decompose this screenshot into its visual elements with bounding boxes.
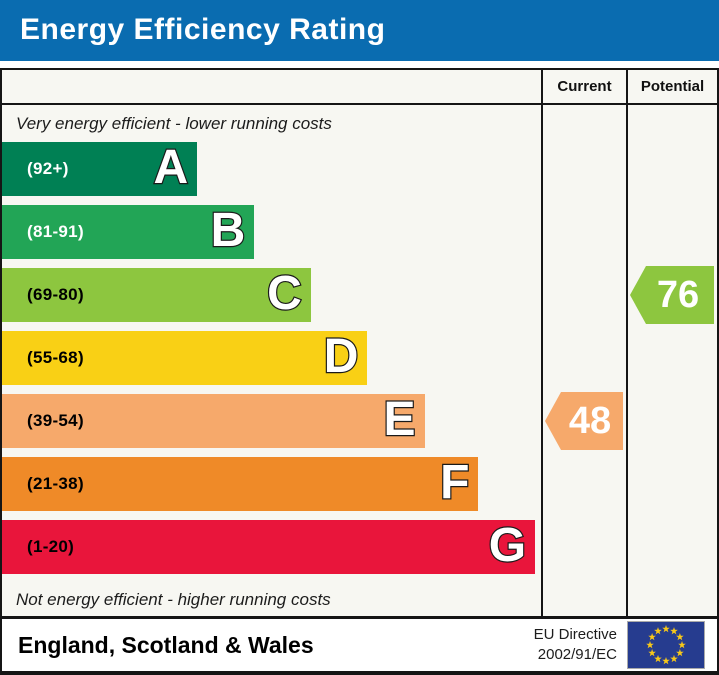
page-title: Energy Efficiency Rating (0, 0, 719, 61)
current-rating-cell: 48 (543, 105, 626, 616)
band-rows: (92+) A (81-91) B (69-80) C (55-68) D (3… (2, 142, 541, 583)
band-letter: C (266, 266, 303, 320)
band-range-label: (92+) (27, 159, 69, 178)
band-bar: (39-54) E (2, 394, 425, 448)
eu-directive-line2: 2002/91/EC (537, 646, 617, 663)
band-bar: (81-91) B (2, 203, 255, 259)
footer-region-label: England, Scotland & Wales (18, 631, 314, 658)
bottom-note: Not energy efficient - higher running co… (16, 589, 331, 609)
band-bar: (1-20) G (2, 518, 536, 574)
current-column-header: Current (543, 70, 626, 105)
eu-directive-label: EU Directive 2002/91/EC (534, 625, 617, 666)
band-range-label: (69-80) (27, 285, 84, 304)
current-rating-arrow: 48 (545, 392, 623, 450)
band-row: (81-91) B (2, 205, 541, 268)
band-row: (1-20) G (2, 520, 541, 583)
band-range-label: (39-54) (27, 411, 84, 430)
band-range-label: (55-68) (27, 348, 84, 367)
band-letter: D (323, 329, 360, 383)
band-row: (39-54) E (2, 394, 541, 457)
band-chart-column: Very energy efficient - lower running co… (2, 70, 543, 616)
potential-rating-cell: 76 (628, 105, 717, 616)
band-bar: (69-80) C (2, 268, 311, 322)
current-column: Current 48 (543, 70, 628, 616)
band-letter: B (209, 203, 246, 257)
potential-rating-arrow: 76 (630, 266, 714, 324)
footer: England, Scotland & Wales EU Directive 2… (0, 616, 719, 675)
current-rating-value: 48 (568, 399, 612, 442)
potential-column-header: Potential (628, 70, 717, 105)
band-row: (92+) A (2, 142, 541, 205)
band-range-label: (81-91) (27, 222, 84, 241)
chart-body: Very energy efficient - lower running co… (2, 105, 541, 616)
band-bar: (21-38) F (2, 455, 479, 511)
band-range-label: (21-38) (27, 474, 84, 493)
eu-flag-icon (627, 621, 705, 669)
band-letter: F (439, 455, 471, 509)
band-row: (55-68) D (2, 331, 541, 394)
potential-rating-value: 76 (656, 273, 700, 316)
band-letter: A (152, 140, 189, 194)
title-gap (0, 61, 719, 68)
band-row: (21-38) F (2, 457, 541, 520)
potential-column: Potential 76 (628, 70, 717, 616)
top-note: Very energy efficient - lower running co… (16, 113, 332, 133)
band-bar: (92+) A (2, 140, 198, 196)
band-bar: (55-68) D (2, 329, 368, 385)
chart-header-cell-empty (2, 70, 541, 105)
band-letter: E (382, 392, 416, 446)
rating-table: Very energy efficient - lower running co… (0, 68, 719, 616)
band-letter: G (488, 518, 528, 572)
band-row: (69-80) C (2, 268, 541, 331)
band-range-label: (1-20) (27, 537, 75, 556)
eu-directive-line1: EU Directive (533, 625, 617, 643)
